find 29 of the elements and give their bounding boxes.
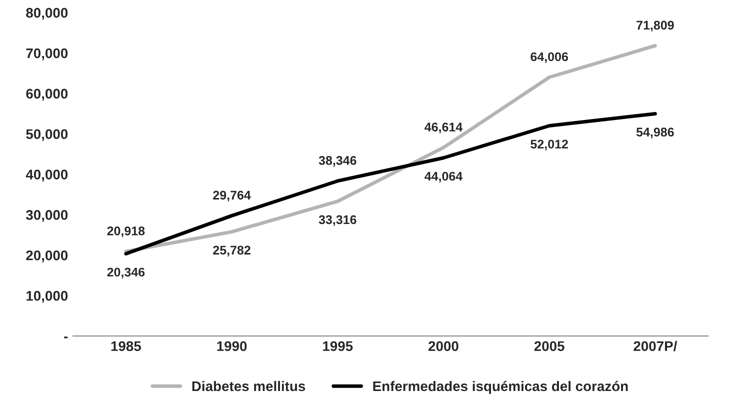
x-tick-label: 1995 — [323, 341, 353, 352]
x-tick-label: 1990 — [217, 341, 247, 352]
y-tick-label: 20,000 — [26, 250, 68, 262]
legend-label: Diabetes mellitus — [192, 380, 306, 392]
y-tick-label: 60,000 — [26, 88, 68, 101]
data-label: 64,006 — [530, 52, 568, 63]
y-tick-label: - — [64, 336, 68, 338]
data-label: 20,346 — [107, 268, 145, 278]
data-label: 20,918 — [107, 226, 145, 238]
x-tick-label: 2007P/ — [634, 340, 678, 352]
y-tick-label: 70,000 — [26, 48, 68, 60]
y-tick-label: 40,000 — [26, 170, 68, 182]
y-tick-label: 50,000 — [26, 129, 68, 142]
data-label: 25,782 — [213, 246, 250, 256]
data-label: 46,614 — [424, 122, 463, 134]
x-tick-label: 2005 — [534, 341, 564, 352]
legend-label: Enfermedades isquémicas del corazón — [373, 380, 628, 394]
y-tick-label: 30,000 — [26, 210, 68, 222]
data-label: 38,346 — [318, 156, 356, 167]
y-tick-label: 80,000 — [26, 8, 68, 20]
x-tick-label: 2000 — [428, 341, 458, 352]
data-label: 71,809 — [636, 20, 674, 32]
data-label: 29,764 — [213, 190, 251, 202]
data-label: 52,012 — [530, 140, 568, 150]
data-label: 44,064 — [424, 172, 463, 182]
x-tick-label: 1985 — [111, 341, 141, 352]
data-label: 33,316 — [318, 215, 356, 226]
data-label: 54,986 — [636, 128, 674, 138]
y-tick-label: 10,000 — [26, 290, 68, 303]
